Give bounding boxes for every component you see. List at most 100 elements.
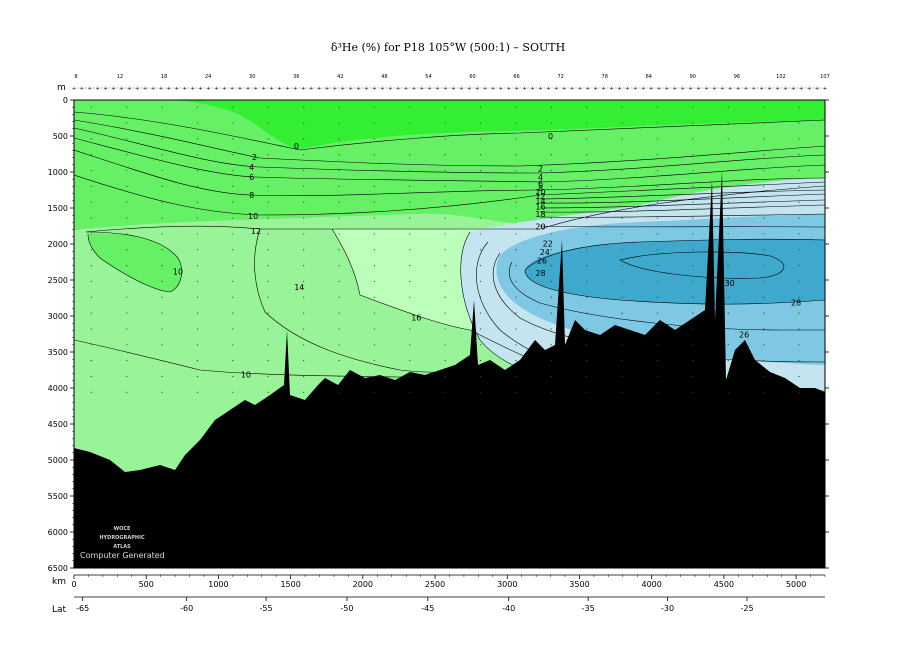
distance-tick-label: 1500: [280, 580, 300, 589]
station-marker: +: [791, 86, 795, 92]
latitude-axis-unit: Lat: [52, 605, 67, 615]
sample-dot: [90, 233, 92, 235]
sample-dot: [303, 154, 305, 156]
depth-tick-label: 5500: [48, 492, 68, 501]
station-marker: +: [807, 86, 811, 92]
sample-dot: [126, 201, 128, 203]
sample-dot: [798, 106, 800, 108]
contour-label: 10: [241, 370, 251, 379]
sample-dot: [444, 344, 446, 346]
station-marker: +: [341, 86, 345, 92]
sample-dot: [586, 233, 588, 235]
sample-dot: [727, 185, 729, 187]
sample-dot: [586, 391, 588, 393]
sample-dot: [444, 217, 446, 219]
station-marker: +: [775, 86, 779, 92]
sample-dot: [373, 138, 375, 140]
station-marker: +: [609, 86, 613, 92]
distance-tick-label: 0: [71, 580, 76, 589]
sample-dot: [444, 296, 446, 298]
sample-dot: [798, 296, 800, 298]
sample-dot: [656, 280, 659, 283]
sample-dot: [550, 391, 552, 393]
latitude-axis: -65 -60 -55 -50 -45 -40 -35 -30 -25: [74, 596, 825, 613]
contour-label: 10: [535, 188, 545, 197]
sample-dot: [621, 249, 623, 251]
station-marker: +: [704, 86, 708, 92]
sample-dot: [196, 296, 199, 298]
station-marker: +: [167, 86, 171, 92]
sample-dot: [409, 233, 411, 235]
fill-left-patch: [88, 233, 182, 292]
sample-dot: [763, 328, 765, 330]
sample-dot: [798, 328, 800, 330]
plot-area: [74, 100, 825, 568]
depth-tick-label: 4500: [48, 420, 68, 429]
sample-dot: [692, 169, 694, 172]
station-marker: +: [736, 86, 740, 92]
sample-dot: [479, 217, 482, 219]
sample-dot: [444, 169, 446, 172]
station-marker: +: [190, 86, 194, 92]
latitude-tick-label: -25: [740, 604, 753, 613]
sample-dot: [727, 154, 729, 156]
sample-dot: [586, 280, 588, 283]
sample-dot: [409, 122, 411, 124]
station-marker: +: [633, 86, 637, 92]
sample-dot: [409, 201, 411, 203]
sample-dot: [550, 312, 552, 314]
sample-dot: [161, 138, 163, 140]
contour-label: 26: [537, 257, 547, 266]
sample-dot: [444, 265, 446, 267]
station-marker: +: [104, 86, 108, 92]
sample-dot: [763, 249, 765, 251]
station-marker: +: [570, 86, 574, 92]
sample-dot: [232, 138, 234, 140]
sample-dot: [798, 249, 800, 251]
sample-dot: [267, 217, 269, 219]
station-marker: +: [815, 86, 819, 92]
contour-label: 0: [294, 142, 299, 151]
distance-tick-label: 2500: [425, 580, 445, 589]
sample-dot: [479, 185, 482, 187]
sample-dot: [515, 122, 517, 124]
sample-dot: [338, 360, 340, 362]
sample-dot: [798, 217, 800, 219]
sample-dot: [444, 233, 446, 235]
sample-dot: [267, 344, 269, 346]
sample-dot: [656, 312, 659, 314]
sample-dot: [763, 217, 765, 219]
sample-dot: [692, 344, 694, 346]
sample-dot: [303, 265, 305, 267]
sample-dot: [444, 154, 446, 156]
sample-dot: [303, 138, 305, 140]
contour-label: 2: [538, 164, 543, 173]
sample-dot: [621, 312, 623, 314]
sample-dot: [373, 328, 375, 330]
sample-dot: [515, 249, 517, 251]
sample-dot: [798, 344, 800, 346]
station-marker: +: [689, 86, 693, 92]
sample-dot: [798, 280, 800, 283]
sample-dot: [303, 169, 305, 172]
sample-dot: [444, 106, 446, 108]
sample-dot: [90, 138, 92, 140]
sample-dot: [444, 312, 446, 314]
station-marker: +: [475, 86, 479, 92]
sample-dot: [479, 328, 482, 330]
sample-dot: [232, 169, 234, 172]
station-marker: +: [499, 86, 503, 92]
sample-dot: [267, 122, 269, 124]
sample-dot: [444, 375, 446, 378]
station-marker: +: [412, 86, 416, 92]
sample-dot: [196, 169, 199, 172]
sample-dot: [126, 280, 128, 283]
sample-dot: [692, 138, 694, 140]
sample-dot: [550, 233, 552, 235]
sample-dot: [267, 312, 269, 314]
station-marker: +: [578, 86, 582, 92]
sample-dot: [586, 344, 588, 346]
station-marker: +: [657, 86, 661, 92]
sample-dot: [267, 185, 269, 187]
sample-dot: [727, 312, 729, 314]
